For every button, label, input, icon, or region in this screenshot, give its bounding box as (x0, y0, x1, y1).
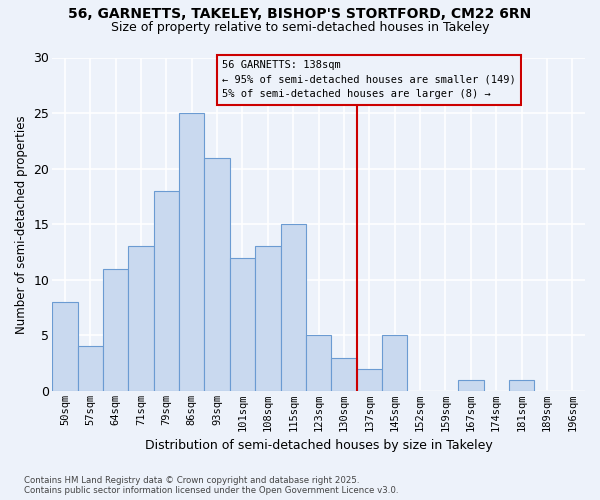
Bar (154, 191, 179, 391)
Text: 56 GARNETTS: 138sqm
← 95% of semi-detached houses are smaller (149)
5% of semi-d: 56 GARNETTS: 138sqm ← 95% of semi-detach… (222, 60, 516, 100)
Bar (509, 380, 534, 391)
Bar (356, 368, 382, 391)
Bar (179, 113, 205, 391)
Bar (458, 380, 484, 391)
Bar (205, 158, 230, 391)
Text: Contains HM Land Registry data © Crown copyright and database right 2025.
Contai: Contains HM Land Registry data © Crown c… (24, 476, 398, 495)
Bar (230, 258, 255, 391)
Text: Size of property relative to semi-detached houses in Takeley: Size of property relative to semi-detach… (111, 21, 489, 34)
X-axis label: Distribution of semi-detached houses by size in Takeley: Distribution of semi-detached houses by … (145, 440, 493, 452)
Bar (77, 346, 103, 391)
Y-axis label: Number of semi-detached properties: Number of semi-detached properties (15, 115, 28, 334)
Bar (103, 268, 128, 391)
Bar (255, 246, 281, 391)
Bar (382, 336, 407, 391)
Bar (331, 358, 356, 391)
Bar (128, 246, 154, 391)
Bar (281, 224, 306, 391)
Text: 56, GARNETTS, TAKELEY, BISHOP'S STORTFORD, CM22 6RN: 56, GARNETTS, TAKELEY, BISHOP'S STORTFOR… (68, 8, 532, 22)
Bar (306, 336, 331, 391)
Bar (52, 302, 77, 391)
